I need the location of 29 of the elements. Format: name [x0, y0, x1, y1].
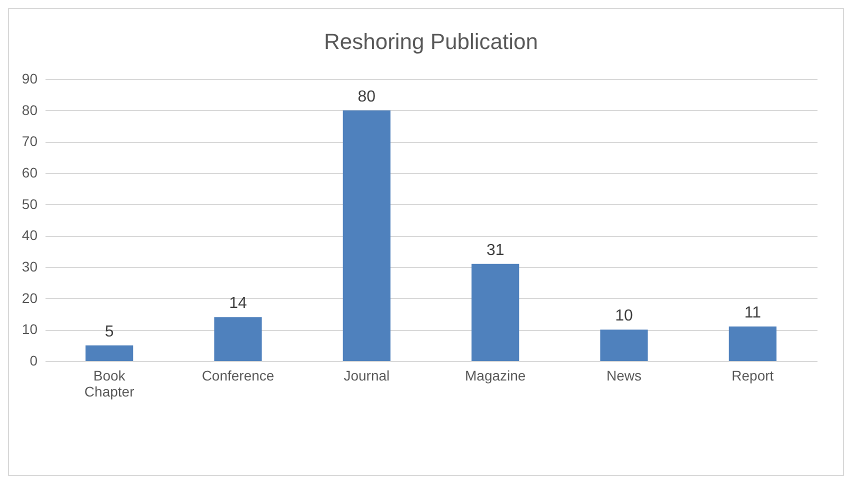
y-tick-label: 20	[22, 290, 38, 306]
y-tick-label: 40	[22, 227, 38, 244]
chart-title: Reshoring Publication	[324, 29, 538, 54]
y-tick-label: 60	[22, 164, 38, 180]
bar	[86, 345, 134, 361]
y-tick-label: 70	[22, 133, 38, 150]
bar	[472, 264, 520, 361]
data-label: 80	[358, 88, 376, 106]
x-tick-label: Journal	[344, 368, 390, 384]
bar	[342, 110, 390, 361]
y-tick-label: 50	[22, 196, 38, 212]
x-tick-label: Conference	[202, 368, 274, 384]
data-label: 14	[229, 295, 247, 312]
y-tick-label: 30	[22, 258, 38, 274]
x-tick-label: Book Chapter	[84, 368, 135, 400]
data-label: 10	[615, 308, 633, 325]
x-tick-label: News	[606, 368, 642, 384]
data-label: 11	[744, 304, 762, 322]
bar	[728, 326, 776, 361]
y-tick-label: 0	[30, 352, 38, 368]
y-tick-label: 90	[22, 70, 38, 86]
x-tick-label: Report	[732, 368, 774, 384]
y-tick-label: 80	[22, 102, 38, 118]
bar	[214, 317, 262, 361]
data-label: 31	[486, 242, 504, 259]
y-tick-label: 10	[22, 321, 38, 338]
x-tick-label: Magazine	[464, 368, 526, 384]
data-label: 5	[104, 323, 114, 340]
bar	[600, 330, 648, 361]
